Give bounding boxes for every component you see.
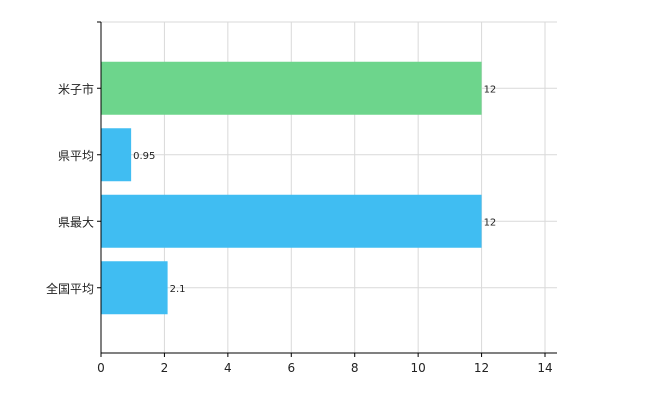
- data-label: 12: [484, 84, 497, 95]
- axis-ticks: 0 2 4 6 8 10 12 14: [97, 21, 553, 375]
- data-label: 0.95: [133, 151, 155, 162]
- category-label: 県最大: [58, 215, 94, 229]
- category-label: 全国平均: [46, 281, 94, 296]
- category-label: 米子市: [58, 81, 94, 96]
- bars: [101, 61, 482, 315]
- bar: [101, 61, 482, 115]
- x-tick-label: 14: [537, 361, 552, 375]
- data-label: 2.1: [170, 284, 186, 295]
- x-tick-label: 2: [161, 361, 169, 375]
- x-tick-label: 4: [224, 361, 232, 375]
- x-tick-label: 0: [97, 361, 105, 375]
- x-tick-label: 8: [351, 361, 359, 375]
- x-tick-label: 10: [411, 361, 426, 375]
- x-tick-label: 6: [287, 361, 295, 375]
- category-label: 県平均: [58, 149, 94, 163]
- data-label: 12: [484, 217, 497, 228]
- bar: [101, 194, 482, 248]
- axes: [100, 22, 557, 354]
- x-tick-label: 12: [474, 361, 489, 375]
- bar: [101, 261, 168, 315]
- bar: [101, 128, 132, 182]
- data-labels: 12 0.95 12 2.1: [133, 84, 496, 295]
